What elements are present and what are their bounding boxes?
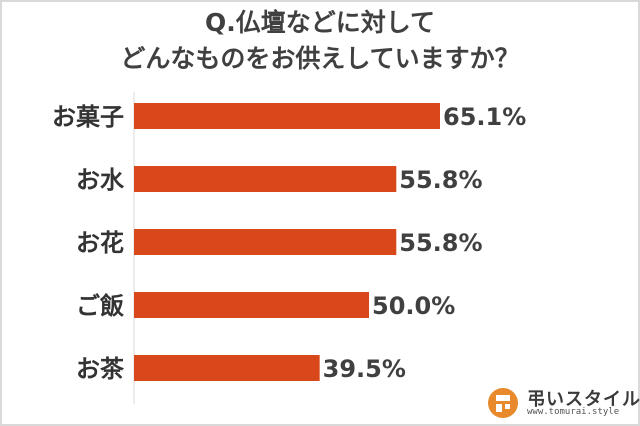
brand-name: 弔いスタイル (527, 389, 640, 410)
brand-logo: 弔いスタイル www.tomurai.style (487, 386, 640, 420)
value-label: 55.8% (399, 166, 482, 194)
value-label: 50.0% (372, 292, 455, 320)
category-label: ご飯 (76, 292, 124, 320)
value-label: 39.5% (323, 355, 406, 383)
category-label: お菓子 (52, 103, 124, 131)
category-label: お花 (76, 229, 124, 257)
brand-url: www.tomurai.style (527, 407, 620, 417)
bar-4 (134, 355, 320, 381)
chart-title-line-1: Q.仏壇などに対して (204, 8, 435, 37)
value-label: 65.1% (443, 103, 526, 131)
bar-2 (134, 229, 397, 255)
bar-0 (134, 103, 440, 129)
bar-3 (134, 292, 370, 318)
brand-mark-icon (488, 388, 518, 418)
category-label: お茶 (76, 355, 125, 383)
value-label: 55.8% (399, 229, 482, 257)
chart-title-line-2: どんなものをお供えしていますか？ (120, 44, 520, 73)
category-label: お水 (76, 166, 125, 194)
bar-1 (134, 166, 397, 192)
